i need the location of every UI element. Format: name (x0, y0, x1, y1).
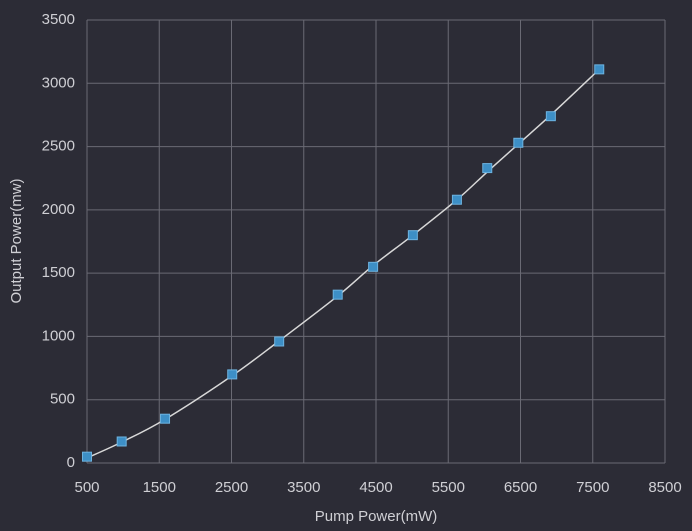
y-tick-label: 2500 (42, 138, 75, 155)
y-tick-label: 3500 (42, 11, 75, 28)
x-tick-label: 500 (74, 479, 99, 496)
point (82, 451, 92, 462)
point (116, 436, 127, 447)
point (545, 111, 556, 122)
point (274, 336, 285, 347)
x-tick-label: 1500 (143, 479, 176, 496)
point (482, 163, 493, 174)
y-tick-label: 3000 (42, 74, 75, 91)
y-tick-label: 0 (67, 454, 75, 471)
x-tick-label: 3500 (287, 479, 320, 496)
point (160, 413, 171, 424)
y-tick-label: 500 (50, 391, 75, 408)
x-tick-label: 8500 (648, 479, 681, 496)
y-axis-title: Output Power(mw) (8, 178, 25, 303)
point (594, 64, 605, 75)
y-tick-label: 1500 (42, 264, 75, 281)
x-tick-label: 6500 (504, 479, 537, 496)
y-tick-label: 2000 (42, 201, 75, 218)
x-tick-label: 2500 (215, 479, 248, 496)
point (332, 289, 343, 300)
x-tick-label: 5500 (432, 479, 465, 496)
x-tick-label: 7500 (576, 479, 609, 496)
point (227, 369, 238, 380)
point (513, 137, 524, 148)
point (368, 261, 379, 272)
x-axis-title: Pump Power(mW) (315, 508, 438, 525)
x-tick-label: 4500 (359, 479, 392, 496)
point (407, 230, 418, 241)
point (451, 194, 462, 205)
y-tick-label: 1000 (42, 327, 75, 344)
